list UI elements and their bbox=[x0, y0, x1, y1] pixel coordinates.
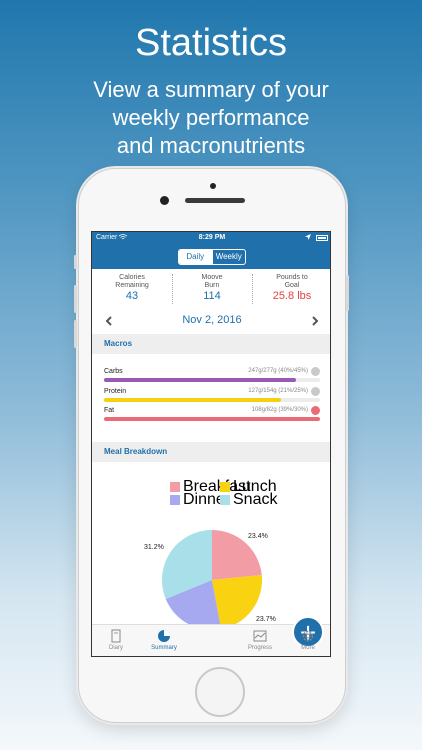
status-bar: Carrier 8:29 PM bbox=[96, 234, 328, 246]
legend-breakfast: Breakfast bbox=[170, 479, 251, 495]
tab-label: Progress bbox=[247, 645, 272, 651]
macro-amount: 108g/82g (39%/30%) bbox=[251, 407, 308, 413]
pie-slice-breakfast bbox=[212, 530, 262, 580]
tab-label: Diary bbox=[108, 645, 123, 651]
legend-dinner: Dinner bbox=[170, 492, 230, 508]
legend-snack: Snack bbox=[220, 492, 277, 508]
tab-summary[interactable]: Summary bbox=[140, 625, 188, 656]
period-segmented-control: Daily Weekly bbox=[178, 249, 246, 265]
stat-calories-remaining: Calories Remaining 43 bbox=[92, 272, 172, 308]
location-arrow-icon bbox=[305, 234, 312, 240]
front-camera-icon bbox=[210, 183, 216, 189]
tab-more[interactable]: More bbox=[284, 625, 330, 656]
legend-label: Lunch bbox=[233, 478, 277, 496]
pie-slice-snack bbox=[162, 530, 212, 599]
macro-bar-carbs bbox=[104, 378, 297, 382]
check-icon bbox=[311, 367, 320, 376]
stat-moove-burn: Moove Burn 114 bbox=[172, 272, 252, 308]
summary-stats: Calories Remaining 43 Moove Burn 114 Pou… bbox=[92, 272, 330, 308]
app-screen: Carrier 8:29 PM Daily Weekly Calories Re… bbox=[91, 231, 331, 657]
macro-label: Protein bbox=[104, 388, 127, 395]
check-icon bbox=[311, 387, 320, 396]
pie-label-snack: 31.2% bbox=[144, 544, 164, 551]
proximity-sensor bbox=[160, 196, 169, 205]
macros-header: Macros bbox=[92, 334, 330, 354]
check-icon bbox=[311, 406, 320, 415]
status-right bbox=[305, 234, 328, 242]
segment-daily[interactable]: Daily bbox=[179, 250, 212, 264]
macro-label: Carbs bbox=[104, 368, 123, 375]
progress-chart-icon bbox=[253, 630, 267, 642]
macro-bar-fat bbox=[104, 417, 320, 421]
legend-swatch bbox=[220, 495, 230, 505]
legend-label: Snack bbox=[233, 491, 278, 509]
current-date: Nov 2, 2016 bbox=[182, 314, 242, 326]
carrier-text: Carrier bbox=[96, 234, 118, 241]
stat-value: 114 bbox=[203, 290, 221, 302]
stat-value: 25.8 lbs bbox=[272, 290, 312, 302]
tab-add[interactable]: + bbox=[188, 616, 324, 656]
pie-label-breakfast: 23.4% bbox=[248, 533, 268, 540]
pie-chart-icon bbox=[158, 630, 170, 642]
home-button[interactable] bbox=[195, 667, 245, 717]
stat-value: 43 bbox=[125, 290, 139, 302]
macro-track bbox=[104, 398, 320, 402]
macro-row-protein: Protein 127g/154g (21%/25%) bbox=[104, 387, 320, 404]
meal-breakdown-header: Meal Breakdown bbox=[92, 442, 330, 462]
date-navigator: Nov 2, 2016 bbox=[92, 312, 330, 330]
promo-subtitle: View a summary of your weekly performanc… bbox=[93, 77, 329, 158]
tab-label: Summary bbox=[151, 645, 177, 651]
legend-swatch bbox=[170, 495, 180, 505]
tab-label: More bbox=[301, 645, 315, 651]
chevron-left-icon[interactable] bbox=[104, 316, 114, 326]
macro-bar-protein bbox=[104, 398, 282, 402]
macro-row-carbs: Carbs 247g/277g (40%/45%) bbox=[104, 367, 320, 384]
pie-slice-lunch bbox=[212, 574, 262, 630]
segment-weekly[interactable]: Weekly bbox=[211, 250, 246, 264]
tab-bar: Diary Summary + Progress More bbox=[92, 616, 330, 656]
promo-title: Statistics bbox=[134, 22, 288, 64]
pie-slice-dinner bbox=[165, 580, 222, 630]
stat-label: Moove Burn bbox=[201, 274, 223, 289]
status-time: 8:29 PM bbox=[198, 234, 226, 241]
phone-silent-switch bbox=[74, 255, 77, 269]
battery-icon bbox=[316, 235, 328, 242]
gear-icon bbox=[302, 630, 314, 642]
phone-power-button bbox=[346, 275, 349, 311]
macro-label: Fat bbox=[104, 407, 115, 414]
legend-swatch bbox=[220, 482, 230, 492]
pie-label-lunch: 23.7% bbox=[256, 616, 276, 623]
earpiece-speaker bbox=[185, 198, 245, 203]
wifi-icon bbox=[119, 234, 128, 240]
carrier-label: Carrier bbox=[96, 234, 128, 241]
legend-label: Dinner bbox=[183, 491, 231, 509]
diary-icon bbox=[111, 629, 121, 643]
legend-lunch: Lunch bbox=[220, 479, 277, 495]
legend-label: Breakfast bbox=[183, 478, 251, 496]
phone-volume-up bbox=[74, 285, 77, 313]
macro-row-fat: Fat 108g/82g (39%/30%) bbox=[104, 406, 320, 423]
tab-diary[interactable]: Diary bbox=[92, 625, 140, 656]
meal-breakdown-pie-chart bbox=[162, 530, 262, 630]
stat-pounds-to-goal: Pounds to Goal 25.8 lbs bbox=[252, 272, 330, 308]
phone-volume-down bbox=[74, 320, 77, 348]
nav-bar: Carrier 8:29 PM Daily Weekly bbox=[92, 232, 330, 269]
macro-amount: 127g/154g (21%/25%) bbox=[248, 388, 308, 394]
macro-track bbox=[104, 417, 320, 421]
legend-swatch bbox=[170, 482, 180, 492]
macro-amount: 247g/277g (40%/45%) bbox=[248, 368, 308, 374]
stat-label: Calories Remaining bbox=[115, 274, 149, 289]
chevron-right-icon[interactable] bbox=[310, 316, 320, 326]
stat-label: Pounds to Goal bbox=[276, 274, 308, 289]
tab-progress[interactable]: Progress bbox=[236, 625, 284, 656]
macro-track bbox=[104, 378, 320, 382]
